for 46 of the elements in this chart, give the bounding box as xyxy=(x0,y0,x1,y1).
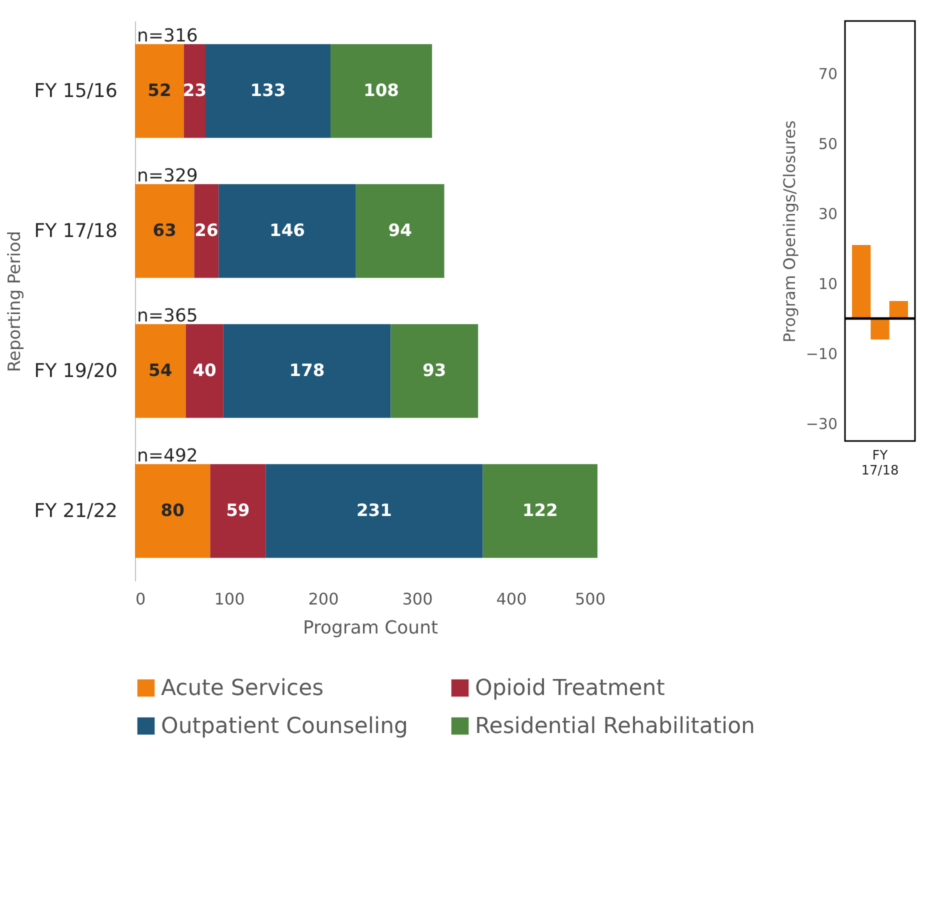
data-label: 23 xyxy=(182,81,207,101)
total-label: n=492 xyxy=(137,446,198,467)
y-tick-label: FY 19/20 xyxy=(34,360,118,382)
y-axis-title: Reporting Period xyxy=(5,230,26,372)
x-tick-label: 400 xyxy=(496,590,527,608)
legend-label: Outpatient Counseling xyxy=(161,714,408,739)
y-tick-label: −30 xyxy=(806,415,838,433)
y-axis-title: Program Openings/Closures xyxy=(780,120,799,343)
x-tick-label: 100 xyxy=(214,590,245,608)
data-label: 52 xyxy=(148,81,172,101)
data-label: 80 xyxy=(160,501,185,521)
data-label: 93 xyxy=(422,361,446,381)
y-tick-label: FY 17/18 xyxy=(34,220,118,242)
x-axis-title: Program Count xyxy=(302,618,438,638)
y-tick-label: 50 xyxy=(818,135,838,153)
y-tick-label: 30 xyxy=(818,205,838,223)
data-label: 146 xyxy=(270,221,306,241)
y-tick-label: FY 15/16 xyxy=(34,80,118,102)
data-label: 59 xyxy=(226,501,250,521)
bar xyxy=(852,245,871,318)
y-tick-label: 10 xyxy=(818,275,838,293)
y-tick-label: −10 xyxy=(806,345,838,363)
data-label: 178 xyxy=(289,361,325,381)
data-label: 94 xyxy=(388,221,412,241)
data-label: 133 xyxy=(250,81,286,101)
legend-label: Residential Rehabilitation xyxy=(475,714,755,739)
total-label: n=365 xyxy=(137,306,198,327)
legend-label: Opioid Treatment xyxy=(475,676,666,701)
y-tick-label: FY 21/22 xyxy=(34,500,118,522)
x-tick-label: 200 xyxy=(308,590,339,608)
data-label: 40 xyxy=(192,361,217,381)
data-label: 26 xyxy=(194,221,218,241)
x-tick-label: 0 xyxy=(136,590,146,608)
data-label: 231 xyxy=(356,501,392,521)
data-label: 108 xyxy=(364,81,400,101)
x-tick-label: 300 xyxy=(402,590,433,608)
total-label: n=329 xyxy=(137,166,198,187)
data-label: 122 xyxy=(522,501,558,521)
y-tick-label: 70 xyxy=(818,65,838,83)
legend-label: Acute Services xyxy=(161,676,324,701)
data-label: 54 xyxy=(148,361,172,381)
bar xyxy=(889,301,908,318)
bar xyxy=(870,318,890,340)
data-label: 63 xyxy=(152,221,176,241)
x-tick-label: 500 xyxy=(574,590,606,608)
total-label: n=316 xyxy=(137,26,198,47)
